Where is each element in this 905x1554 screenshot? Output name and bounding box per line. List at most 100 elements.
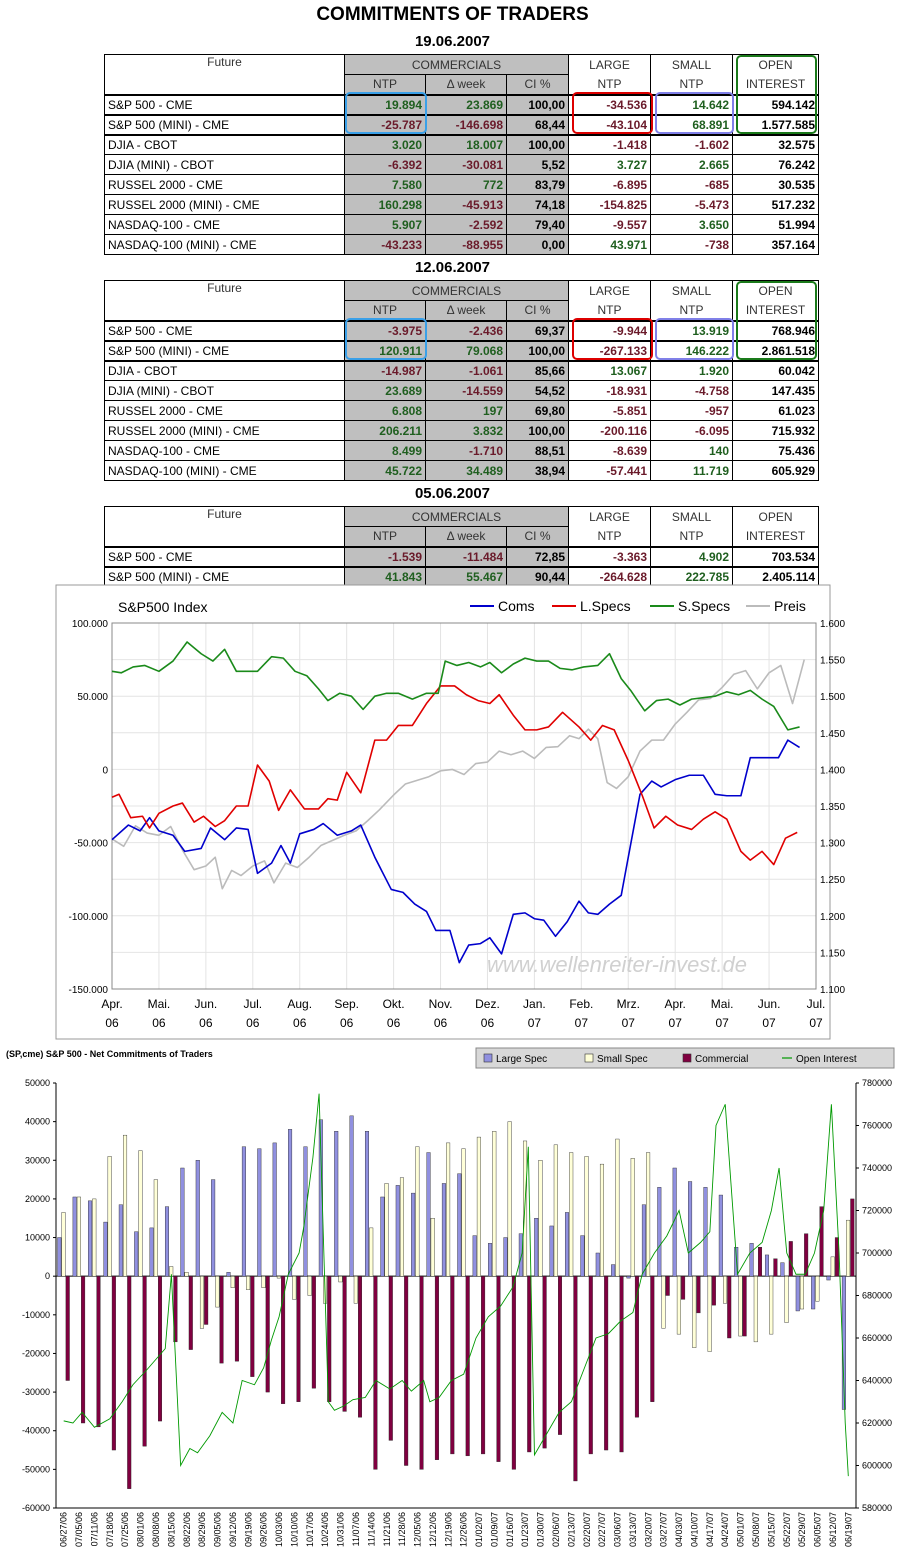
bar-commercial <box>204 1275 209 1325</box>
bar-large-spec <box>164 1206 169 1277</box>
report-date: 19.06.2007 <box>414 33 491 50</box>
cot-table: Future COMMERCIALS LARGE SMALL OPEN NTP Δ week… <box>104 280 820 481</box>
y-left-tick-label: 50000 <box>25 1078 50 1088</box>
bar-small-spec <box>307 1275 312 1296</box>
x-tick-month: Apr. <box>665 997 686 1011</box>
table-row: NASDAQ-100 (MINI) - CME -43.233 -88.955 0,0… <box>104 234 820 255</box>
bar-small-spec <box>723 1275 728 1304</box>
commercials-ci: 79,40 <box>505 214 570 235</box>
table-row: S&P 500 (MINI) - CME 120.911 79.068 100,00-… <box>104 340 820 362</box>
commercials-ci: 69,37 <box>505 320 570 342</box>
bar-large-spec <box>657 1187 662 1277</box>
x-tick-month: Jan. <box>523 997 546 1011</box>
commercials-ci: 69,80 <box>505 400 570 421</box>
commercials-delta-week: 197 <box>425 400 507 421</box>
bar-large-spec <box>611 1264 616 1277</box>
legend-swatch <box>483 1053 493 1063</box>
x-tick-label: 01/02/07 <box>474 1512 484 1547</box>
bar-commercial <box>804 1233 809 1277</box>
y-right-tick-label: 1.150 <box>820 948 845 959</box>
commercials-ntp: 19.894 <box>344 94 426 116</box>
bar-large-spec <box>226 1272 231 1277</box>
future-name: S&P 500 - CME <box>104 546 345 568</box>
sp500-index-chart: www.wellenreiter-invest.de 100.000 50.000 0… <box>0 583 905 1048</box>
x-tick-label: 04/24/07 <box>720 1512 730 1547</box>
y-right-tick-label: 780000 <box>862 1078 892 1088</box>
future-name: RUSSEL 2000 - CME <box>104 400 345 421</box>
y-right-tick-label: 1.200 <box>820 912 845 923</box>
x-tick-label: 05/01/07 <box>736 1512 746 1547</box>
commercials-ci: 74,18 <box>505 194 570 215</box>
bar-small-spec <box>784 1275 789 1323</box>
bar-commercial <box>496 1275 501 1462</box>
x-tick-label: 06/05/07 <box>813 1512 823 1547</box>
commercials-ci: 90,44 <box>505 566 570 588</box>
x-tick-year: 07 <box>715 1016 729 1030</box>
commercials-delta-week: -88.955 <box>425 234 507 255</box>
bar-small-spec <box>753 1275 758 1343</box>
x-tick-label: 07/25/06 <box>120 1512 130 1547</box>
open-interest: 30.535 <box>732 174 820 195</box>
bar-small-spec <box>615 1138 620 1277</box>
y-right-tick-label: 1.500 <box>820 692 845 703</box>
commercials-delta-week: -1.061 <box>425 360 507 381</box>
x-tick-month: Aug. <box>287 997 312 1011</box>
header-open-interest: OPEN <box>732 506 820 527</box>
small-ntp: -4.758 <box>650 380 734 401</box>
bar-commercial <box>511 1275 516 1470</box>
y-right-tick-label: 1.400 <box>820 765 845 776</box>
bar-small-spec <box>599 1163 604 1277</box>
x-tick-label: 04/03/07 <box>674 1512 684 1547</box>
bar-commercial <box>96 1275 101 1428</box>
commercials-ci: 85,66 <box>505 360 570 381</box>
open-interest: 76.242 <box>732 154 820 175</box>
y-right-tick-label: 660000 <box>862 1333 892 1343</box>
x-tick-year: 06 <box>340 1016 354 1030</box>
bar-commercial <box>296 1275 301 1402</box>
header-open-interest: OPEN <box>732 280 820 301</box>
bar-large-spec <box>518 1233 523 1277</box>
x-tick-year: 07 <box>622 1016 636 1030</box>
x-tick-label: 02/13/07 <box>566 1512 576 1547</box>
bar-small-spec <box>507 1121 512 1277</box>
bar-commercial <box>758 1247 763 1277</box>
bar-small-spec <box>676 1275 681 1335</box>
x-tick-label: 09/19/06 <box>243 1512 253 1547</box>
x-tick-label: 09/26/06 <box>259 1512 269 1547</box>
small-ntp: 14.642 <box>650 94 734 116</box>
y-right-tick-label: 700000 <box>862 1248 892 1258</box>
header-delta-week: Δ week <box>425 300 507 322</box>
bar-commercial <box>665 1275 670 1296</box>
y-left-tick-label: 40000 <box>25 1117 50 1127</box>
y-right-tick-label: 640000 <box>862 1376 892 1386</box>
commercials-delta-week: -2.592 <box>425 214 507 235</box>
bar-large-spec <box>426 1152 431 1277</box>
open-interest: 517.232 <box>732 194 820 215</box>
commercials-ci: 54,52 <box>505 380 570 401</box>
bar-large-spec <box>672 1167 677 1277</box>
header-large: LARGE <box>568 54 652 75</box>
bar-large-spec <box>826 1275 831 1281</box>
bar-small-spec <box>415 1146 420 1277</box>
bar-small-spec <box>569 1152 574 1277</box>
header-comm-ntp: NTP <box>344 526 426 548</box>
header-comm-ntp: NTP <box>344 74 426 96</box>
y-right-tick-label: 720000 <box>862 1206 892 1216</box>
commercials-delta-week: -30.081 <box>425 154 507 175</box>
bar-commercial <box>588 1275 593 1455</box>
small-ntp: 140 <box>650 440 734 461</box>
table-row: S&P 500 - CME 19.894 23.869 100,00 -34.536 14… <box>104 94 820 116</box>
header-future: Future <box>104 280 345 301</box>
x-tick-month: Apr. <box>101 997 122 1011</box>
x-tick-label: 12/19/06 <box>443 1512 453 1547</box>
future-name: RUSSEL 2000 - CME <box>104 174 345 195</box>
x-tick-label: 03/27/07 <box>659 1512 669 1547</box>
x-tick-label: 01/16/07 <box>505 1512 515 1547</box>
x-tick-month: Nov. <box>429 997 453 1011</box>
y-left-tick-label: 50.000 <box>77 692 108 703</box>
bar-commercial <box>158 1275 163 1422</box>
bar-commercial <box>558 1275 563 1435</box>
x-tick-label: 08/01/06 <box>136 1512 146 1547</box>
open-interest: 2.861.518 <box>732 340 820 362</box>
bar-commercial <box>696 1275 701 1314</box>
